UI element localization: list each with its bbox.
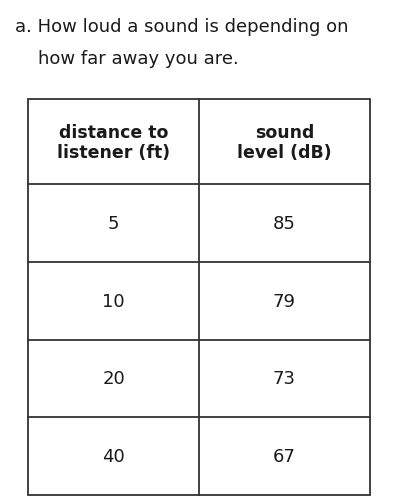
Text: 5: 5 (108, 214, 119, 232)
Text: 73: 73 (273, 370, 296, 388)
Text: 10: 10 (102, 292, 125, 310)
Text: distance to: distance to (59, 123, 168, 141)
Text: listener (ft): listener (ft) (57, 143, 170, 161)
Text: a. How loud a sound is depending on: a. How loud a sound is depending on (15, 18, 349, 36)
Text: 20: 20 (102, 370, 125, 388)
Text: sound: sound (255, 123, 314, 141)
Text: how far away you are.: how far away you are. (15, 50, 239, 68)
Text: 67: 67 (273, 447, 296, 465)
Bar (28, 100, 370, 495)
Text: 40: 40 (102, 447, 125, 465)
Text: level (dB): level (dB) (237, 143, 332, 161)
Text: 85: 85 (273, 214, 296, 232)
Text: 79: 79 (273, 292, 296, 310)
